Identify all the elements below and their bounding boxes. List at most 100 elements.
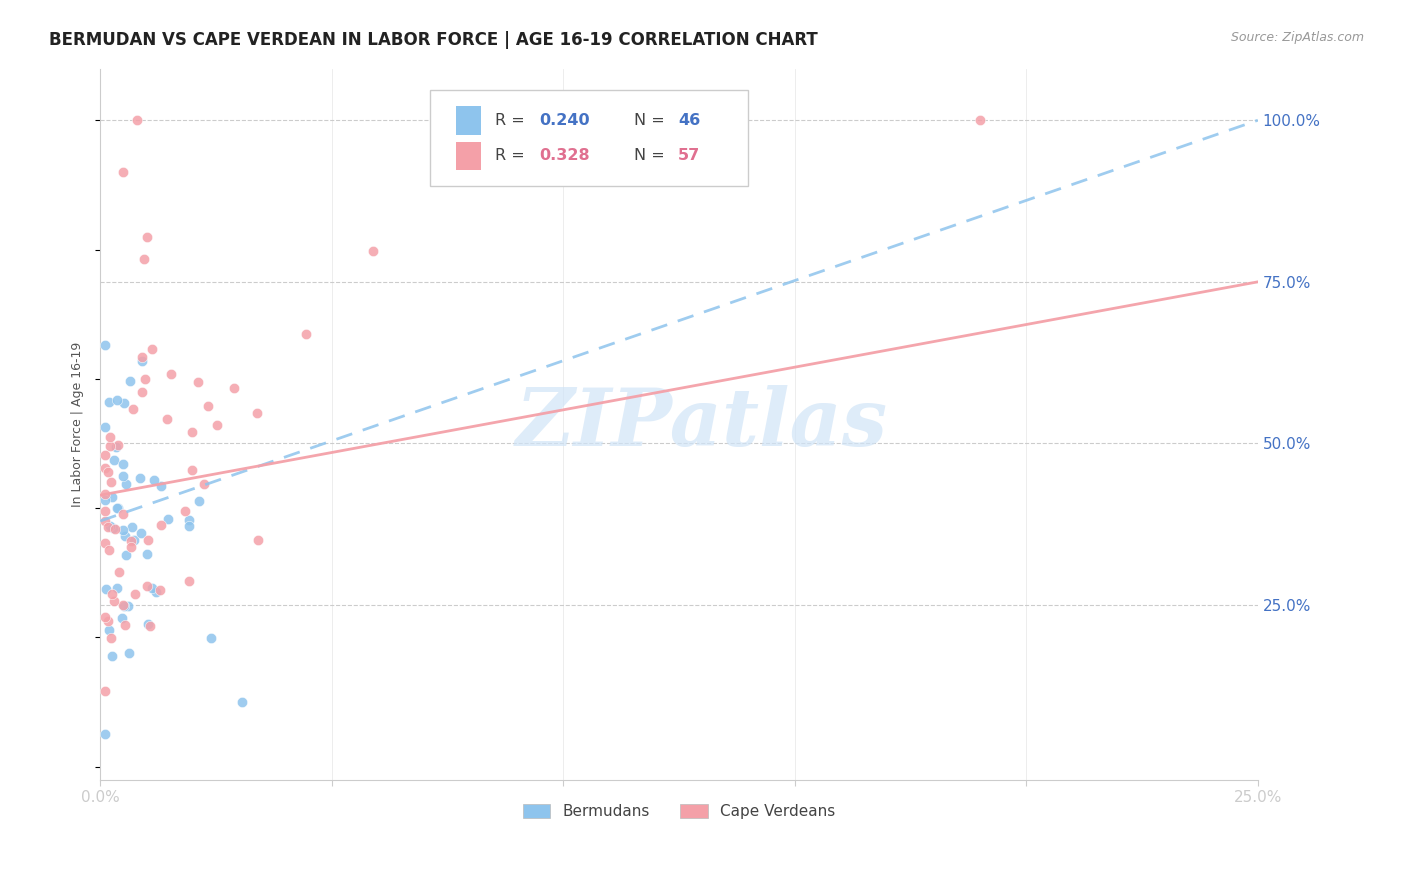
Point	[115, 548, 138, 562]
FancyBboxPatch shape	[430, 90, 748, 186]
Point	[94, 536, 117, 550]
Point	[107, 501, 129, 516]
Point	[294, 326, 316, 341]
Point	[205, 418, 228, 433]
Point	[112, 396, 135, 410]
Point	[180, 463, 202, 477]
Point	[149, 479, 172, 493]
Point	[131, 354, 153, 368]
Point	[101, 587, 124, 601]
Point	[107, 438, 129, 452]
Point	[122, 533, 145, 548]
Point	[141, 342, 163, 356]
Point	[180, 425, 202, 439]
Text: 57: 57	[678, 148, 700, 163]
Point	[139, 619, 162, 633]
Point	[115, 477, 138, 491]
Point	[136, 617, 159, 632]
Point	[145, 585, 167, 599]
Point	[136, 547, 159, 561]
Point	[118, 646, 141, 660]
Point	[127, 113, 149, 128]
Point	[98, 430, 121, 444]
Point	[94, 448, 117, 462]
Point	[94, 684, 117, 698]
Point	[131, 384, 153, 399]
Point	[246, 406, 269, 420]
Point	[969, 113, 991, 128]
Point	[136, 533, 159, 547]
Point	[105, 392, 128, 407]
FancyBboxPatch shape	[456, 142, 481, 170]
Point	[112, 598, 135, 612]
Point	[100, 632, 122, 646]
Point	[120, 540, 142, 554]
Point	[97, 520, 120, 534]
Text: Source: ZipAtlas.com: Source: ZipAtlas.com	[1230, 31, 1364, 45]
Point	[187, 375, 209, 389]
Point	[129, 525, 152, 540]
Point	[159, 367, 181, 381]
Point	[156, 512, 179, 526]
Point	[149, 518, 172, 533]
Point	[361, 244, 384, 258]
Point	[118, 374, 141, 388]
Point	[98, 542, 121, 557]
Point	[94, 515, 117, 529]
Point	[114, 529, 136, 543]
Point	[112, 165, 135, 179]
Point	[107, 500, 129, 515]
Point	[103, 453, 125, 467]
Point	[94, 610, 117, 624]
Point	[94, 504, 117, 518]
Point	[177, 519, 200, 533]
Point	[247, 533, 270, 547]
Point	[132, 252, 155, 266]
Point	[104, 522, 127, 536]
Point	[100, 439, 122, 453]
Text: N =: N =	[634, 113, 669, 128]
Point	[121, 520, 143, 534]
Point	[94, 338, 117, 352]
Point	[94, 461, 117, 475]
Point	[135, 229, 157, 244]
Point	[155, 412, 177, 426]
Point	[177, 574, 200, 588]
Legend: Bermudans, Cape Verdeans: Bermudans, Cape Verdeans	[516, 798, 841, 825]
Point	[107, 565, 129, 579]
Point	[149, 583, 172, 598]
Point	[97, 614, 120, 628]
Point	[94, 487, 117, 501]
Point	[111, 457, 134, 471]
FancyBboxPatch shape	[456, 106, 481, 135]
Point	[117, 599, 139, 613]
Point	[105, 581, 128, 595]
Point	[114, 618, 136, 632]
Point	[111, 469, 134, 483]
Point	[101, 490, 124, 504]
Point	[98, 519, 121, 533]
Point	[124, 587, 146, 601]
Point	[200, 631, 222, 645]
Point	[120, 534, 142, 549]
Point	[222, 381, 245, 395]
Point	[111, 508, 134, 522]
Point	[121, 402, 143, 417]
Point	[179, 513, 201, 527]
Y-axis label: In Labor Force | Age 16-19: In Labor Force | Age 16-19	[72, 342, 84, 507]
Text: R =: R =	[495, 113, 530, 128]
Point	[101, 521, 124, 535]
Point	[197, 400, 219, 414]
Text: R =: R =	[495, 148, 530, 163]
Point	[188, 493, 211, 508]
Text: N =: N =	[634, 148, 669, 163]
Point	[105, 440, 128, 454]
Text: 46: 46	[678, 113, 700, 128]
Point	[134, 372, 156, 386]
Point	[98, 623, 121, 637]
Point	[94, 727, 117, 741]
Text: 0.240: 0.240	[538, 113, 589, 128]
Point	[193, 476, 215, 491]
Point	[103, 594, 125, 608]
Point	[231, 695, 253, 709]
